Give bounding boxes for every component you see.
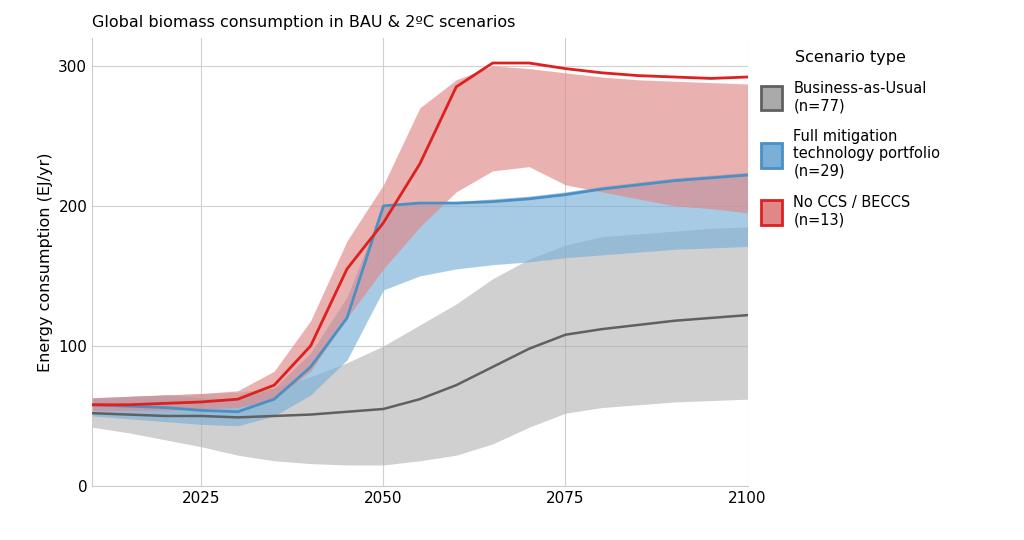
Text: Global biomass consumption in BAU & 2ºC scenarios: Global biomass consumption in BAU & 2ºC … <box>92 15 515 30</box>
Legend: Business-as-Usual
(n=77), Full mitigation
technology portfolio
(n=29), No CCS / : Business-as-Usual (n=77), Full mitigatio… <box>762 50 940 227</box>
Y-axis label: Energy consumption (EJ/yr): Energy consumption (EJ/yr) <box>38 152 53 372</box>
